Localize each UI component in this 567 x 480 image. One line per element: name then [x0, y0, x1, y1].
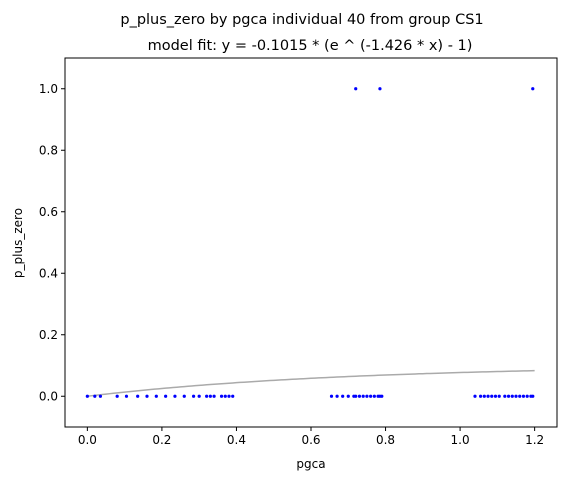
data-point [473, 394, 477, 398]
x-tick-label: 1.2 [525, 433, 544, 447]
data-point [514, 394, 518, 398]
data-point [506, 394, 511, 398]
data-point [378, 87, 382, 91]
data-point [205, 394, 209, 398]
y-tick-label: 0.8 [39, 143, 58, 157]
data-point [208, 394, 212, 398]
data-point [231, 394, 235, 398]
data-point [531, 87, 535, 91]
data-point [124, 394, 129, 398]
data-point [357, 394, 362, 398]
data-point [365, 394, 369, 398]
x-tick-label: 1.0 [451, 433, 470, 447]
x-axis-label: pgca [296, 457, 325, 471]
data-point [510, 394, 514, 398]
data-point [380, 394, 384, 398]
chart-title: p_plus_zero by pgca individual 40 from g… [120, 12, 483, 28]
data-point [136, 394, 140, 398]
data-point [493, 394, 498, 398]
y-tick-label: 1.0 [39, 82, 58, 96]
x-tick-label: 0.0 [78, 433, 97, 447]
data-point [497, 394, 501, 398]
x-axis-ticks: 0.0 0.2 0.4 0.6 0.8 1.0 1.2 [78, 427, 544, 447]
data-point [154, 394, 158, 398]
data-point [173, 394, 177, 398]
data-point [145, 394, 149, 398]
data-point [164, 394, 168, 398]
data-point [478, 394, 483, 398]
data-point [182, 394, 186, 398]
data-point [525, 394, 529, 398]
data-point [490, 394, 494, 398]
data-point [227, 394, 231, 398]
data-point [98, 394, 103, 398]
data-point [354, 87, 358, 91]
data-point [191, 394, 196, 398]
chart-subtitle: model fit: y = -0.1015 * (e ^ (-1.426 * … [148, 38, 473, 54]
x-tick-label: 0.4 [227, 433, 246, 447]
data-point [354, 394, 358, 398]
y-tick-label: 0.0 [39, 389, 58, 403]
data-point [372, 394, 376, 398]
x-tick-label: 0.2 [152, 433, 171, 447]
fit-curve [87, 369, 535, 397]
data-point [85, 394, 89, 398]
data-point [335, 394, 339, 398]
data-point [93, 394, 97, 398]
data-point [341, 394, 345, 398]
data-point [115, 394, 119, 398]
data-point [531, 394, 535, 398]
y-axis-label: p_plus_zero [11, 208, 25, 278]
y-tick-label: 0.6 [39, 205, 58, 219]
data-point [521, 394, 526, 398]
data-point [219, 394, 224, 398]
data-point [369, 394, 373, 398]
y-tick-label: 0.4 [39, 266, 58, 280]
x-tick-label: 0.8 [376, 433, 395, 447]
data-points [85, 87, 535, 398]
y-axis-ticks: 0.0 0.2 0.4 0.6 0.8 1.0 [39, 82, 65, 403]
data-point [223, 394, 227, 398]
data-point [486, 394, 490, 398]
fit-curve-group [87, 369, 535, 397]
data-point [212, 394, 216, 398]
data-point [346, 394, 350, 398]
y-tick-label: 0.2 [39, 328, 58, 342]
data-point [361, 394, 365, 398]
data-point [503, 394, 507, 398]
data-point [518, 394, 522, 398]
data-point [482, 394, 486, 398]
x-tick-label: 0.6 [301, 433, 320, 447]
data-point [197, 394, 201, 398]
data-point [329, 394, 334, 398]
